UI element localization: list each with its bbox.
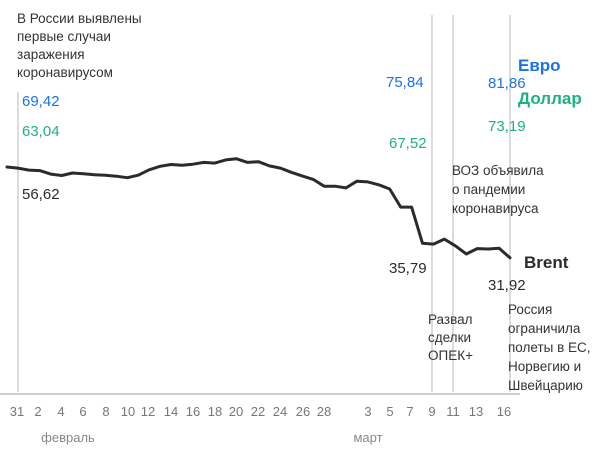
series-name-euro: Евро (518, 56, 561, 75)
annotation-3-line: ограничила (508, 321, 581, 336)
annotation-3-line: полеты в ЕС, (508, 340, 591, 355)
x-tick-label: 12 (141, 404, 155, 419)
x-tick-label: 22 (251, 404, 265, 419)
euro-first-value: 69,42 (22, 93, 60, 110)
brent-first-value: 56,62 (22, 186, 60, 203)
x-month-label: март (353, 430, 382, 445)
x-tick-label: 8 (102, 404, 109, 419)
x-tick-label: 13 (469, 404, 483, 419)
euro-mid-value: 75,84 (386, 74, 424, 91)
annotation-1-line: ОПЕК+ (428, 348, 473, 363)
usd-end-value: 73,19 (488, 118, 526, 135)
annotation-1-line: Развал (428, 312, 473, 327)
x-tick-label: 16 (497, 404, 511, 419)
annotation-3-line: Россия (508, 302, 552, 317)
x-tick-label: 10 (121, 404, 135, 419)
brent-end-value: 31,92 (488, 277, 526, 294)
annotation-3-line: Норвегию и (508, 359, 581, 374)
annotation-2-line: о пандемии (452, 182, 525, 197)
x-tick-label: 5 (386, 404, 393, 419)
x-tick-label: 24 (273, 404, 287, 419)
x-month-label: февраль (41, 430, 95, 445)
annotation-0-line: заражения (17, 47, 85, 62)
x-tick-label: 20 (229, 404, 243, 419)
brent-mid-value: 35,79 (389, 260, 427, 277)
x-tick-label: 6 (79, 404, 86, 419)
x-tick-label: 26 (296, 404, 310, 419)
x-tick-label: 16 (186, 404, 200, 419)
usd-mid-value: 67,52 (389, 135, 427, 152)
series-name-usd: Доллар (518, 89, 582, 108)
annotation-3-line: Швейцарию (508, 378, 583, 393)
series-line-2 (5, 157, 512, 260)
x-tick-label: 18 (208, 404, 222, 419)
usd-first-value: 63,04 (22, 123, 60, 140)
series-name-brent: Brent (524, 253, 569, 272)
x-tick-label: 31 (10, 404, 24, 419)
annotation-2-line: коронавируса (452, 201, 539, 216)
x-tick-label: 14 (164, 404, 178, 419)
annotation-2-line: ВОЗ объявила (452, 163, 544, 178)
x-tick-label: 9 (428, 404, 435, 419)
x-tick-label: 11 (446, 404, 460, 419)
x-tick-label: 4 (57, 404, 64, 419)
x-tick-label: 7 (406, 404, 413, 419)
annotation-0-line: первые случаи (17, 29, 111, 44)
x-tick-label: 2 (34, 404, 41, 419)
annotation-0-line: В России выявлены (17, 11, 142, 26)
annotation-1-line: сделки (428, 330, 471, 345)
euro-end-value: 81,86 (488, 75, 526, 92)
annotation-0-line: коронавирусом (17, 65, 113, 80)
x-tick-label: 3 (364, 404, 371, 419)
x-tick-label: 28 (317, 404, 331, 419)
